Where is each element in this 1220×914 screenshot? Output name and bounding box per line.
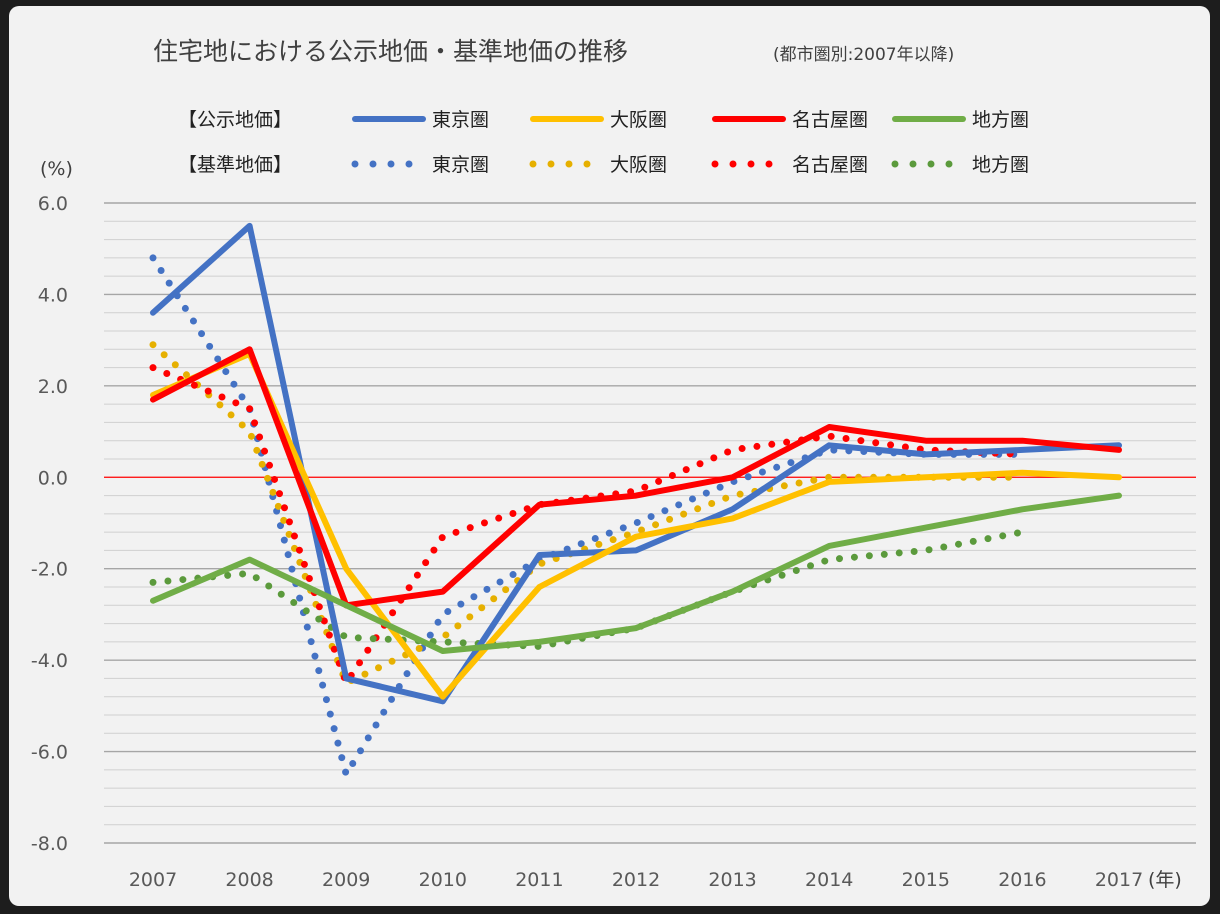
x-tick-label: 2009 xyxy=(322,869,370,891)
y-tick-label: 2.0 xyxy=(38,376,68,398)
x-tick-label: 2013 xyxy=(708,869,756,891)
x-tick-label: 2008 xyxy=(225,869,273,891)
legend-group-koji: 【公示地価】 xyxy=(178,109,292,131)
legend-label: 大阪圏 xyxy=(610,154,667,176)
y-axis-ticks: 6.0 4.0 2.0 0.0 -2.0 -4.0 -6.0 -8.0 xyxy=(31,193,68,855)
chart-title: 住宅地における公示地価・基準地価の推移 xyxy=(153,37,628,66)
legend-group-kijun: 【基準地価】 xyxy=(178,154,292,176)
x-tick-label: 2014 xyxy=(805,869,853,891)
legend-label: 名古屋圏 xyxy=(792,109,868,131)
legend-label: 地方圏 xyxy=(972,154,1029,176)
y-tick-label: 0.0 xyxy=(38,467,68,489)
koji-series-line xyxy=(150,346,1122,609)
y-tick-label: 6.0 xyxy=(38,193,68,215)
x-tick-label: 2016 xyxy=(998,869,1046,891)
x-tick-label: 2007 xyxy=(129,869,177,891)
chart-subtitle: (都市圏別:2007年以降) xyxy=(773,45,954,65)
koji-series-line xyxy=(150,350,1122,700)
legend-label: 東京圏 xyxy=(432,109,489,131)
legend-label: 地方圏 xyxy=(972,109,1029,131)
x-tick-label: 2017 xyxy=(1095,869,1143,891)
x-tick-label: 2015 xyxy=(902,869,950,891)
grid xyxy=(104,202,1196,844)
y-tick-label: -4.0 xyxy=(31,650,68,672)
y-axis-unit: (%) xyxy=(40,158,73,180)
y-tick-label: -6.0 xyxy=(31,742,68,764)
x-tick-label: 2011 xyxy=(515,869,563,891)
koji-series-line xyxy=(150,492,1122,654)
x-tick-label: 2012 xyxy=(612,869,660,891)
y-tick-label: -8.0 xyxy=(31,833,68,855)
x-axis-unit: (年) xyxy=(1148,869,1182,891)
kijun-series-line xyxy=(149,341,1026,687)
series-lines xyxy=(149,222,1122,778)
y-tick-label: -2.0 xyxy=(31,559,68,581)
x-axis-ticks: 2007 2008 2009 2010 2011 2012 2013 2014 2015 2016… xyxy=(129,869,1143,891)
legend-label: 名古屋圏 xyxy=(792,154,868,176)
legend-label: 大阪圏 xyxy=(610,109,667,131)
x-tick-label: 2010 xyxy=(419,869,467,891)
y-tick-label: 4.0 xyxy=(38,284,68,306)
legend-label: 東京圏 xyxy=(432,154,489,176)
